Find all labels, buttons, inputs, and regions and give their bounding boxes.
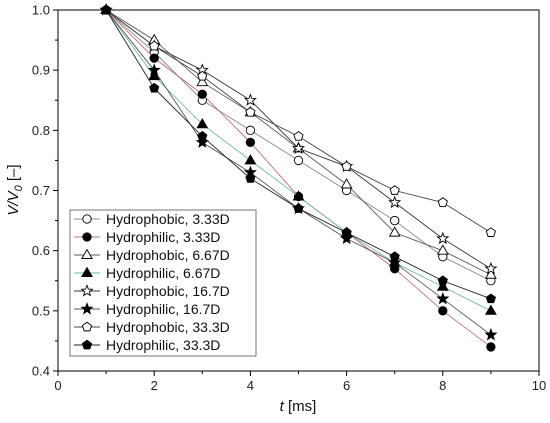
data-point [245, 137, 256, 148]
data-point [195, 135, 209, 148]
series-layer [99, 3, 498, 352]
legend-marker [82, 232, 92, 242]
x-tick-label: 2 [151, 378, 158, 393]
data-point [293, 155, 304, 166]
data-point [389, 251, 400, 262]
y-tick-label: 0.9 [32, 63, 50, 78]
legend-label: Hydrophobic, 33.3D [106, 319, 230, 335]
data-point [436, 280, 449, 291]
data-point [196, 75, 209, 87]
data-point [484, 304, 497, 315]
data-point [292, 190, 305, 201]
legend-label: Hydrophobic, 16.7D [106, 283, 230, 299]
legend-marker [81, 266, 93, 277]
legend-item: Hydrophilic, 3.33D [74, 229, 220, 245]
data-point [485, 227, 496, 237]
legend-item: Hydrophobic, 16.7D [74, 283, 230, 299]
y-tick-label: 0.6 [32, 243, 50, 258]
data-point [437, 275, 448, 286]
x-tick-label: 8 [439, 378, 446, 393]
legend-label: Hydrophilic, 33.3D [106, 337, 220, 353]
ticks-layer: 0 2 4 6 8 10 0.4 0.5 0.6 0.7 0.8 0.9 1.0 [32, 3, 546, 394]
data-point [244, 154, 257, 165]
y-tick-label: 0.4 [32, 364, 50, 379]
x-axis-title: t [ms] [280, 398, 317, 415]
data-point [341, 161, 352, 171]
data-point [436, 231, 450, 245]
legend-marker [81, 339, 93, 350]
legend-box [69, 209, 257, 357]
legend-marker [81, 321, 93, 332]
x-tick-label: 10 [532, 378, 546, 393]
legend-item: Hydrophilic, 16.7D [74, 301, 220, 317]
data-point [196, 118, 209, 129]
legend-label: Hydrophobic, 6.67D [106, 247, 230, 263]
data-point [388, 255, 402, 269]
data-point [293, 130, 304, 141]
data-point [390, 215, 400, 226]
y-tick-label: 0.7 [32, 183, 50, 198]
data-point [245, 173, 256, 183]
data-point [245, 125, 256, 135]
x-tick-label: 6 [343, 378, 350, 393]
legend-label: Hydrophilic, 3.33D [106, 229, 220, 245]
data-point [389, 185, 400, 195]
data-point [149, 82, 160, 93]
data-point [437, 197, 448, 207]
data-point [291, 141, 306, 154]
data-point [438, 306, 448, 316]
legend-item: Hydrophobic, 6.67D [74, 247, 230, 263]
legend-item: Hydrophobic, 33.3D [74, 319, 230, 335]
legend-marker [81, 248, 93, 259]
data-point [340, 178, 353, 189]
data-point [485, 293, 496, 304]
data-point [245, 106, 256, 117]
y-tick-label: 0.5 [32, 303, 50, 318]
legend-marker [80, 284, 94, 297]
data-point [388, 226, 401, 237]
data-point [484, 328, 498, 341]
data-point [436, 244, 449, 255]
legend-label: Hydrophobic, 3.33D [106, 211, 230, 227]
y-tick-label: 0.8 [32, 123, 50, 138]
data-point [243, 93, 257, 106]
data-point [486, 342, 496, 352]
data-point [197, 70, 208, 81]
data-point [340, 231, 354, 245]
legend-item: Hydrophilic, 33.3D [74, 337, 220, 353]
legend-label: Hydrophilic, 16.7D [106, 301, 220, 317]
legend-item: Hydrophilic, 6.67D [74, 265, 220, 281]
data-point [149, 53, 159, 63]
data-point [147, 63, 161, 76]
legend-marker [80, 302, 94, 315]
data-point [148, 69, 161, 81]
data-point [197, 130, 208, 141]
x-tick-label: 4 [247, 378, 254, 393]
legend-item: Hydrophobic, 3.33D [74, 211, 230, 227]
series-hydrophilic-33-3d [101, 4, 496, 304]
legend-label: Hydrophilic, 6.67D [106, 265, 220, 281]
data-point [436, 291, 450, 305]
data-point [484, 261, 498, 275]
data-point [149, 40, 160, 51]
y-tick-label: 1.0 [32, 3, 50, 18]
data-point [484, 268, 497, 279]
legend-marker [82, 214, 92, 224]
data-point [197, 89, 207, 99]
legend: Hydrophobic, 3.33D Hydrophilic, 3.33D Hydr… [69, 209, 257, 357]
data-point [388, 195, 402, 209]
data-point [341, 227, 352, 237]
data-point [293, 203, 304, 213]
x-tick-label: 0 [54, 378, 61, 393]
y-axis-title: V/V0 [–] [5, 164, 25, 215]
